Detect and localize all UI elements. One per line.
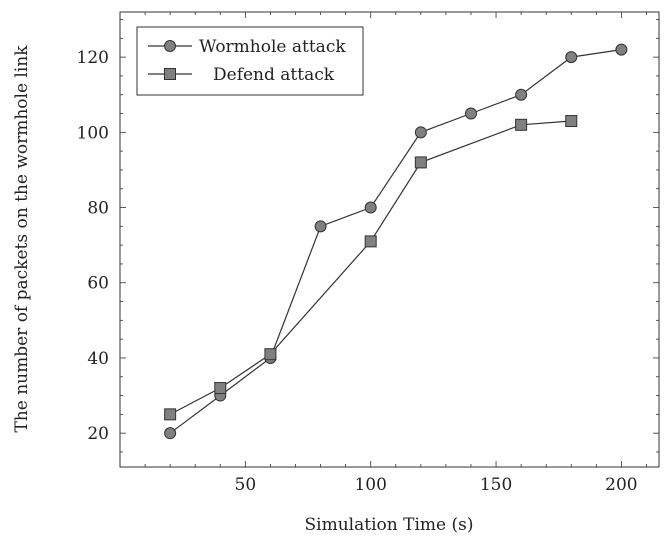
- y-axis-title: The number of packets on the wormhole li…: [12, 45, 32, 433]
- y-tick-label: 20: [87, 424, 109, 444]
- data-point-defend-attack: [515, 118, 528, 131]
- data-point-wormhole-attack: [515, 88, 528, 101]
- data-point-defend-attack: [565, 115, 578, 128]
- y-tick-label: 120: [77, 48, 109, 68]
- axis-ticks: [120, 12, 659, 467]
- legend-box: [136, 26, 364, 96]
- x-axis-title: Simulation Time (s): [305, 515, 474, 535]
- series-line-defend-attack: [169, 120, 572, 415]
- data-point-defend-attack: [264, 348, 277, 361]
- plot-frame: [119, 11, 660, 468]
- y-tick-label: 80: [87, 199, 109, 219]
- data-point-defend-attack: [214, 382, 227, 395]
- y-tick-label: 100: [77, 123, 109, 143]
- data-point-wormhole-attack: [164, 427, 177, 440]
- x-tick-label: 150: [480, 475, 512, 495]
- x-tick-label: 50: [235, 475, 257, 495]
- data-point-wormhole-attack: [314, 220, 327, 233]
- data-point-wormhole-attack: [464, 107, 477, 120]
- series-layer: [164, 43, 628, 440]
- legend-marker-wormhole: [164, 40, 176, 52]
- data-point-wormhole-attack: [565, 51, 578, 64]
- data-point-wormhole-attack: [414, 126, 427, 139]
- y-tick-labels: 20 40 60 80 100 120: [77, 48, 109, 444]
- data-point-wormhole-attack: [615, 43, 628, 56]
- data-point-defend-attack: [414, 156, 427, 169]
- y-tick-label: 40: [87, 349, 109, 369]
- legend-label-wormhole: Wormhole attack: [199, 37, 346, 57]
- x-tick-label: 200: [605, 475, 637, 495]
- data-point-wormhole-attack: [364, 201, 377, 214]
- y-tick-label: 60: [87, 274, 109, 294]
- data-point-defend-attack: [164, 408, 177, 421]
- series-line-wormhole-attack: [169, 49, 622, 434]
- x-tick-labels: 50 100 150 200: [235, 475, 638, 495]
- legend: Wormhole attack Defend attack: [136, 26, 364, 96]
- x-tick-label: 100: [354, 475, 386, 495]
- legend-label-defend: Defend attack: [213, 65, 335, 85]
- legend-marker-defend: [164, 68, 176, 80]
- data-point-defend-attack: [364, 235, 377, 248]
